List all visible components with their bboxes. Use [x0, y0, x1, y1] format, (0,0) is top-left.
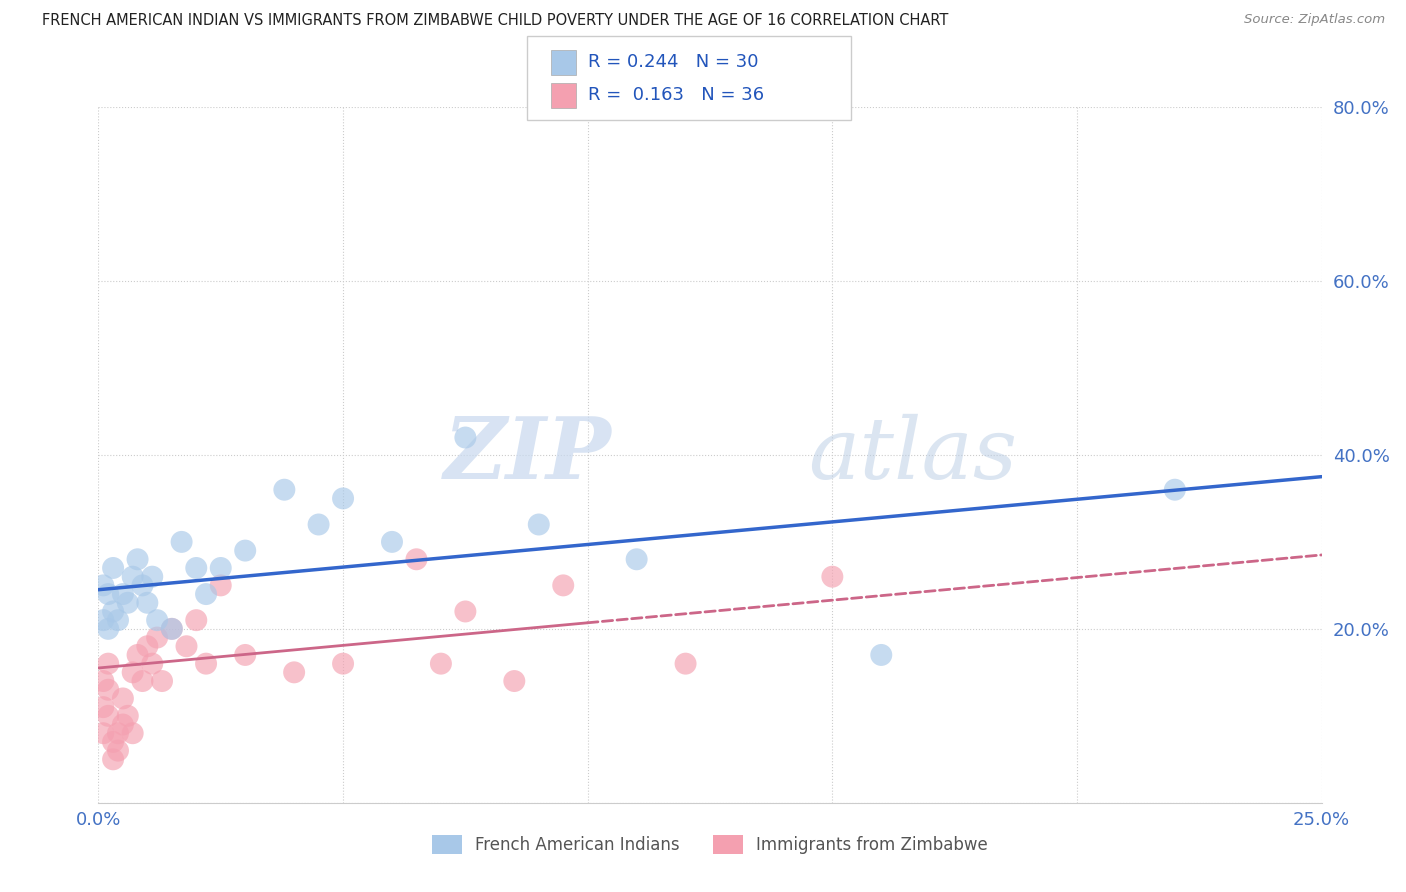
Point: [91, 674, 114, 689]
Point: [527, 517, 550, 532]
Point: [273, 483, 295, 497]
Point: [870, 648, 893, 662]
Point: [127, 552, 149, 566]
Point: [136, 596, 159, 610]
Point: [233, 543, 256, 558]
Point: [97, 622, 120, 636]
Point: [332, 657, 354, 671]
Point: [503, 674, 526, 689]
Point: [146, 631, 169, 645]
Text: R =  0.163   N = 36: R = 0.163 N = 36: [588, 87, 763, 104]
Point: [186, 613, 208, 627]
Text: ZIP: ZIP: [444, 413, 612, 497]
Point: [97, 587, 120, 601]
Point: [170, 534, 193, 549]
Point: [454, 431, 477, 445]
Point: [91, 578, 114, 592]
Point: [283, 665, 305, 680]
Point: [107, 613, 129, 627]
Point: [186, 561, 208, 575]
Point: [101, 752, 124, 766]
Point: [821, 570, 844, 584]
Text: R = 0.244   N = 30: R = 0.244 N = 30: [588, 54, 758, 71]
Point: [146, 613, 169, 627]
Point: [675, 657, 697, 671]
Point: [111, 587, 134, 601]
Point: [553, 578, 575, 592]
Text: atlas: atlas: [808, 414, 1017, 496]
Point: [111, 717, 134, 731]
Point: [117, 708, 139, 723]
Point: [405, 552, 427, 566]
Point: [121, 726, 143, 740]
Point: [209, 561, 232, 575]
Point: [121, 665, 143, 680]
Point: [195, 587, 218, 601]
Point: [430, 657, 453, 671]
Point: [209, 578, 232, 592]
Point: [121, 570, 143, 584]
Point: [101, 735, 124, 749]
Point: [195, 657, 218, 671]
Point: [111, 691, 134, 706]
Point: [131, 674, 153, 689]
Point: [97, 682, 120, 697]
Point: [141, 570, 163, 584]
Point: [117, 596, 139, 610]
Text: Source: ZipAtlas.com: Source: ZipAtlas.com: [1244, 13, 1385, 27]
Point: [97, 708, 120, 723]
Point: [107, 744, 129, 758]
Point: [91, 726, 114, 740]
Point: [233, 648, 256, 662]
Point: [332, 491, 354, 506]
Point: [131, 578, 153, 592]
Point: [136, 639, 159, 653]
Point: [127, 648, 149, 662]
Point: [101, 605, 124, 619]
Point: [454, 605, 477, 619]
Point: [1164, 483, 1187, 497]
Point: [160, 622, 183, 636]
Point: [107, 726, 129, 740]
Point: [160, 622, 183, 636]
Text: FRENCH AMERICAN INDIAN VS IMMIGRANTS FROM ZIMBABWE CHILD POVERTY UNDER THE AGE O: FRENCH AMERICAN INDIAN VS IMMIGRANTS FRO…: [42, 13, 949, 29]
Point: [176, 639, 198, 653]
Point: [101, 561, 124, 575]
Point: [150, 674, 173, 689]
Point: [91, 613, 114, 627]
Point: [141, 657, 163, 671]
Point: [626, 552, 648, 566]
Point: [97, 657, 120, 671]
Legend: French American Indians, Immigrants from Zimbabwe: French American Indians, Immigrants from…: [425, 828, 995, 861]
Point: [381, 534, 404, 549]
Point: [91, 700, 114, 714]
Point: [308, 517, 330, 532]
